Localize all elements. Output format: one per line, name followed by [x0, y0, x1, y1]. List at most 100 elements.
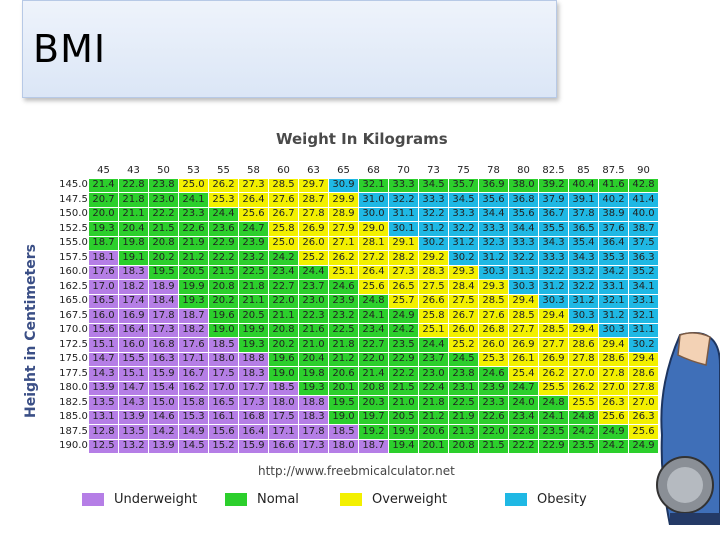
bmi-cell: 22.2	[388, 366, 419, 382]
bmi-cell: 16.0	[88, 308, 119, 324]
bmi-table-body: 145.0 21.4 22.8 23.8 25.0 26.2 27.3 28.5 29.7 30.…	[58, 177, 659, 454]
bmi-cell: 14.3	[118, 395, 149, 411]
bmi-cell: 26.3	[598, 395, 629, 411]
bmi-cell: 25.4	[508, 366, 539, 382]
bmi-cell: 22.0	[268, 293, 299, 309]
bmi-cell: 15.8	[178, 395, 209, 411]
bmi-cell: 18.7	[88, 235, 119, 251]
bmi-cell: 24.1	[358, 308, 389, 324]
height-row-label: 175.0	[58, 351, 89, 367]
bmi-cell: 15.1	[118, 366, 149, 382]
bmi-cell: 23.0	[148, 192, 179, 208]
bmi-cell: 26.7	[448, 308, 479, 324]
bmi-cell: 26.0	[478, 337, 509, 353]
height-row-label: 182.5	[58, 395, 89, 411]
bmi-cell: 14.7	[118, 380, 149, 396]
bmi-cell: 20.4	[118, 221, 149, 237]
bmi-cell: 30.3	[598, 322, 629, 338]
table-row: 147.5 20.7 21.8 23.0 24.1 25.3 26.4 27.6 28.7 29.…	[58, 192, 659, 208]
bmi-cell: 22.2	[208, 250, 239, 266]
bmi-cell: 31.2	[418, 221, 449, 237]
bmi-cell: 22.9	[538, 438, 569, 454]
height-row-label: 180.0	[58, 380, 89, 396]
bmi-cell: 18.5	[268, 380, 299, 396]
bmi-cell: 17.7	[238, 380, 269, 396]
weight-header-cell: 87.5	[598, 163, 629, 179]
bmi-cell: 30.1	[388, 221, 419, 237]
bmi-cell: 15.4	[148, 380, 179, 396]
bmi-cell: 24.8	[538, 395, 569, 411]
bmi-cell: 29.9	[328, 192, 359, 208]
bmi-cell: 24.9	[388, 308, 419, 324]
bmi-cell: 34.1	[628, 279, 659, 295]
bmi-cell: 21.0	[388, 395, 419, 411]
bmi-cell: 26.2	[568, 380, 599, 396]
bmi-cell: 25.6	[598, 409, 629, 425]
bmi-cell: 16.9	[118, 308, 149, 324]
bmi-cell: 27.6	[268, 192, 299, 208]
bmi-cell: 23.4	[508, 409, 539, 425]
weight-header-cell: 45	[88, 163, 119, 179]
bmi-cell: 26.5	[388, 279, 419, 295]
bmi-cell: 25.7	[388, 293, 419, 309]
bmi-cell: 33.3	[388, 177, 419, 193]
bmi-cell: 17.8	[298, 424, 329, 440]
weight-header-cell: 65	[328, 163, 359, 179]
bmi-cell: 14.9	[178, 424, 209, 440]
bmi-cell: 25.5	[568, 395, 599, 411]
weight-header-cell: 78	[478, 163, 509, 179]
bmi-cell: 28.1	[358, 235, 389, 251]
bmi-cell: 18.4	[148, 293, 179, 309]
bmi-cell: 20.4	[298, 351, 329, 367]
bmi-cell: 31.2	[598, 308, 629, 324]
bmi-cell: 29.4	[538, 308, 569, 324]
bmi-cell: 16.4	[118, 322, 149, 338]
bmi-cell: 33.3	[448, 206, 479, 222]
bmi-cell: 17.5	[268, 409, 299, 425]
bmi-cell: 23.8	[148, 177, 179, 193]
legend-swatch	[82, 492, 104, 506]
bmi-cell: 26.2	[208, 177, 239, 193]
bmi-cell: 31.2	[478, 250, 509, 266]
bmi-cell: 19.0	[268, 366, 299, 382]
bmi-cell: 20.6	[418, 424, 449, 440]
bmi-cell: 17.1	[268, 424, 299, 440]
bmi-cell: 23.3	[478, 395, 509, 411]
bmi-cell: 23.1	[448, 380, 479, 396]
weight-header-cell: 80	[508, 163, 539, 179]
table-row: 180.0 13.9 14.7 15.4 16.2 17.0 17.7 18.5 19.3 20.…	[58, 380, 659, 396]
bmi-cell: 24.4	[208, 206, 239, 222]
bmi-cell: 31.0	[358, 192, 389, 208]
bmi-cell: 21.8	[418, 395, 449, 411]
table-row: 150.0 20.0 21.1 22.2 23.3 24.4 25.6 26.7 27.8 28.…	[58, 206, 659, 222]
bmi-cell: 22.0	[358, 351, 389, 367]
bmi-cell: 24.1	[178, 192, 209, 208]
bmi-cell: 19.6	[208, 308, 239, 324]
bmi-cell: 20.3	[358, 395, 389, 411]
bmi-cell: 27.2	[358, 250, 389, 266]
bmi-cell: 13.9	[88, 380, 119, 396]
bmi-cell: 19.1	[118, 250, 149, 266]
bmi-cell: 34.4	[508, 221, 539, 237]
legend-swatch	[340, 492, 362, 506]
bmi-cell: 40.0	[628, 206, 659, 222]
bmi-cell: 22.0	[478, 424, 509, 440]
bmi-cell: 29.4	[598, 337, 629, 353]
bmi-cell: 19.0	[328, 409, 359, 425]
table-row: 162.5 17.0 18.2 18.9 19.9 20.8 21.8 22.7 23.7 24.…	[58, 279, 659, 295]
table-row: 155.0 18.7 19.8 20.8 21.9 22.9 23.9 25.0 26.0 27.…	[58, 235, 659, 251]
weight-header-cell: 90	[628, 163, 659, 179]
bmi-cell: 28.4	[448, 279, 479, 295]
weight-header-cell: 73	[418, 163, 449, 179]
weight-header-row: 45 43 50 53 55 58 60 63 65 68 70 73 75 78 80 82.5 85 87.5…	[58, 163, 659, 179]
bmi-cell: 33.3	[418, 192, 449, 208]
bmi-cell: 21.9	[178, 235, 209, 251]
bmi-cell: 13.9	[148, 438, 179, 454]
bmi-cell: 16.8	[148, 337, 179, 353]
bmi-cell: 20.5	[238, 308, 269, 324]
bmi-cell: 41.4	[628, 192, 659, 208]
bmi-cell: 24.7	[238, 221, 269, 237]
bmi-cell: 21.2	[328, 351, 359, 367]
bmi-cell: 19.9	[238, 322, 269, 338]
bmi-cell: 25.8	[268, 221, 299, 237]
